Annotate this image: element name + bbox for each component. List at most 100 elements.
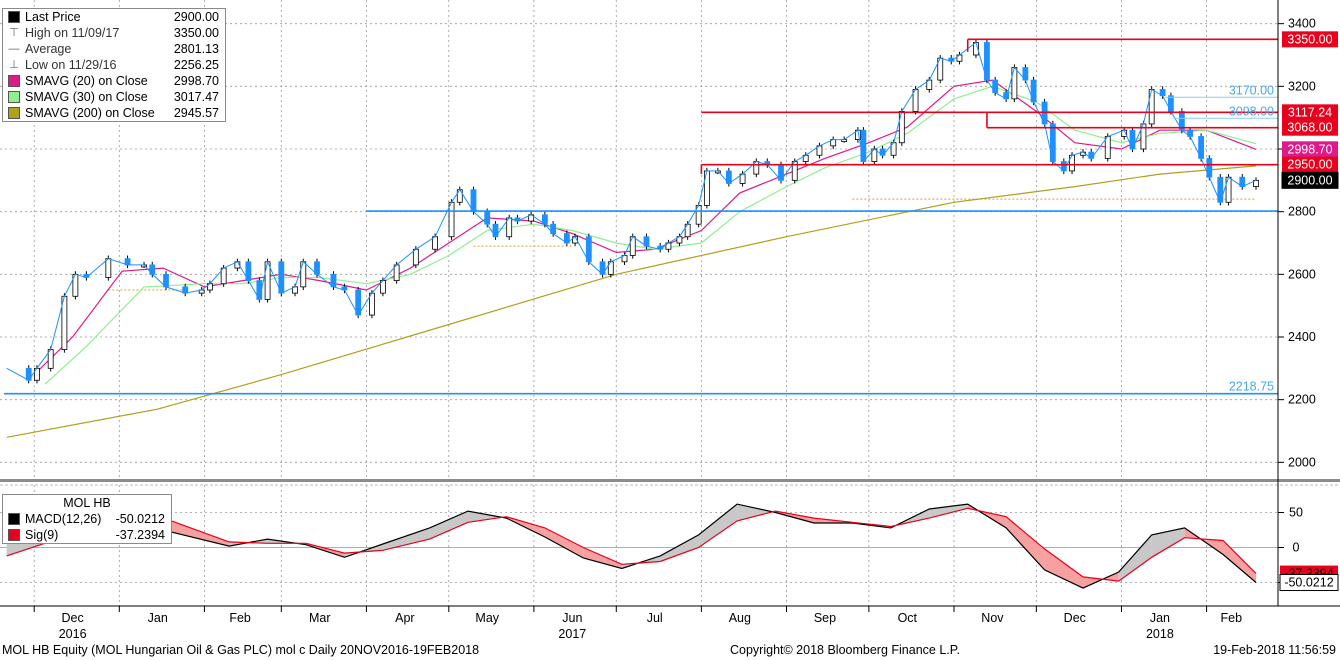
price-tag (1282, 31, 1338, 48)
legend-value: 2900.00 (173, 10, 219, 24)
macd-fill (929, 504, 968, 519)
legend-label: Sig(9) (25, 528, 59, 542)
legend-label: SMAVG (200) on Close (25, 106, 155, 120)
legend-swatch (8, 107, 20, 119)
legend-row: SMAVG (200) on Close 2945.57 (3, 105, 225, 121)
month-label: Nov (981, 611, 1004, 625)
price-tick-label: 2000 (1288, 455, 1316, 469)
month-label: Jun (562, 611, 582, 625)
legend-value: -50.0212 (115, 512, 165, 526)
macd-fill (698, 504, 738, 548)
month-label: Mar (309, 611, 331, 625)
legend-value: 3350.00 (173, 26, 219, 40)
price-tick-label: 2600 (1288, 267, 1316, 281)
legend-label: SMAVG (20) on Close (25, 74, 148, 88)
price-tag (1282, 104, 1338, 121)
month-label: Dec (62, 611, 84, 625)
macd-fill (1118, 534, 1152, 582)
legend-label: High on 11/09/17 (25, 26, 120, 40)
legend-value: 2801.13 (173, 42, 219, 56)
legend-swatch (8, 91, 20, 103)
macd-fill (1151, 527, 1185, 558)
month-label: Apr (395, 611, 414, 625)
macd-fill (660, 534, 699, 562)
price-tag-label: 3117.24 (1288, 105, 1332, 119)
price-tag-label: 2900.00 (1287, 173, 1332, 187)
macd-fill (171, 520, 230, 547)
macd-tick-label: 50 (1289, 506, 1303, 520)
month-label: Jul (647, 611, 663, 625)
price-tag (1282, 141, 1338, 158)
legend-label: Average (25, 42, 72, 56)
month-label: Oct (898, 611, 918, 625)
legend-value: 3017.47 (173, 90, 219, 104)
macd-fill (583, 547, 622, 569)
macd-panel-title: MOL HB (63, 496, 111, 510)
month-label: Dec (1064, 611, 1086, 625)
reference-line-label: 3098.00 (1229, 104, 1274, 118)
month-label: Sep (814, 611, 836, 625)
price-line (6, 41, 1257, 381)
month-label: Jan (1150, 611, 1170, 625)
price-point (448, 201, 455, 238)
year-label: 2018 (1146, 627, 1174, 641)
macd-fill (544, 527, 584, 558)
macd-fill (1044, 548, 1084, 589)
reference-line-label: 3170.00 (1229, 83, 1274, 97)
dash-marker-icon: — (8, 43, 20, 55)
year-label: 2016 (59, 627, 87, 641)
macd-tag-label: -50.0212 (1284, 576, 1333, 590)
price-tick-label: 3200 (1288, 79, 1316, 93)
price-point (432, 236, 438, 250)
panel-separator (0, 479, 1340, 482)
legend-value: 2945.57 (173, 106, 219, 120)
price-tag (1282, 156, 1338, 173)
price-point (412, 248, 419, 266)
legend-row: SMAVG (20) on Close 2998.70 (3, 73, 225, 89)
legend-row: — Average 2801.13 (3, 41, 225, 57)
price-tag (1281, 171, 1339, 189)
price-point (1104, 136, 1111, 159)
legend-swatch (8, 513, 20, 525)
price-tick-label: 3400 (1288, 17, 1316, 31)
month-label: Feb (1221, 611, 1243, 625)
price-point (264, 261, 271, 300)
month-label: Feb (229, 611, 251, 625)
price-tag-label: 3068.00 (1287, 121, 1332, 135)
footer-copyright: Copyright© 2018 Bloomberg Finance L.P. (730, 643, 960, 657)
month-label: Jan (148, 611, 168, 625)
legend-row: ⊥ Low on 11/29/16 2256.25 (3, 57, 225, 73)
ma-line (44, 85, 1257, 385)
ma-line (6, 165, 1257, 438)
macd-fill (1006, 516, 1045, 570)
macd-fill (429, 511, 469, 540)
macd-legend-row: Sig(9) -37.2394 (3, 527, 171, 543)
legend-swatch (8, 11, 20, 23)
macd-line (6, 503, 1257, 589)
macd-tag (1279, 574, 1339, 592)
high-marker-icon: ⊤ (9, 27, 19, 39)
reference-line-label: 2218.75 (1229, 380, 1274, 394)
year-label: 2017 (558, 627, 586, 641)
ma-line (33, 79, 1257, 376)
legend-label: MACD(12,26) (25, 512, 102, 526)
macd-legend-row: MACD(12,26) -50.0212 (3, 511, 171, 527)
legend-row: SMAVG (30) on Close 3017.47 (3, 89, 225, 105)
price-legend: Last Price 2900.00 ⊤ High on 11/09/17 3350.0… (2, 8, 226, 122)
macd-legend: MOL HB MACD(12,26) -50.0212 Sig(9) -37.2394 (2, 494, 172, 544)
footer-security-info: MOL HB Equity (MOL Hungarian Oil & Gas P… (2, 643, 480, 657)
month-label: Aug (729, 611, 751, 625)
legend-label: Last Price (25, 10, 81, 24)
price-tick-label: 2800 (1288, 205, 1316, 219)
legend-value: -37.2394 (115, 528, 165, 542)
legend-row: Last Price 2900.00 (3, 9, 225, 25)
macd-fill (737, 504, 776, 521)
macd-fill (468, 511, 507, 523)
price-tick-label: 2400 (1288, 330, 1316, 344)
macd-tick-label: 0 (1293, 541, 1300, 555)
price-tick-label: 2200 (1288, 393, 1316, 407)
legend-swatch (8, 529, 20, 541)
footer-timestamp: 19-Feb-2018 11:56:59 (1213, 643, 1336, 657)
